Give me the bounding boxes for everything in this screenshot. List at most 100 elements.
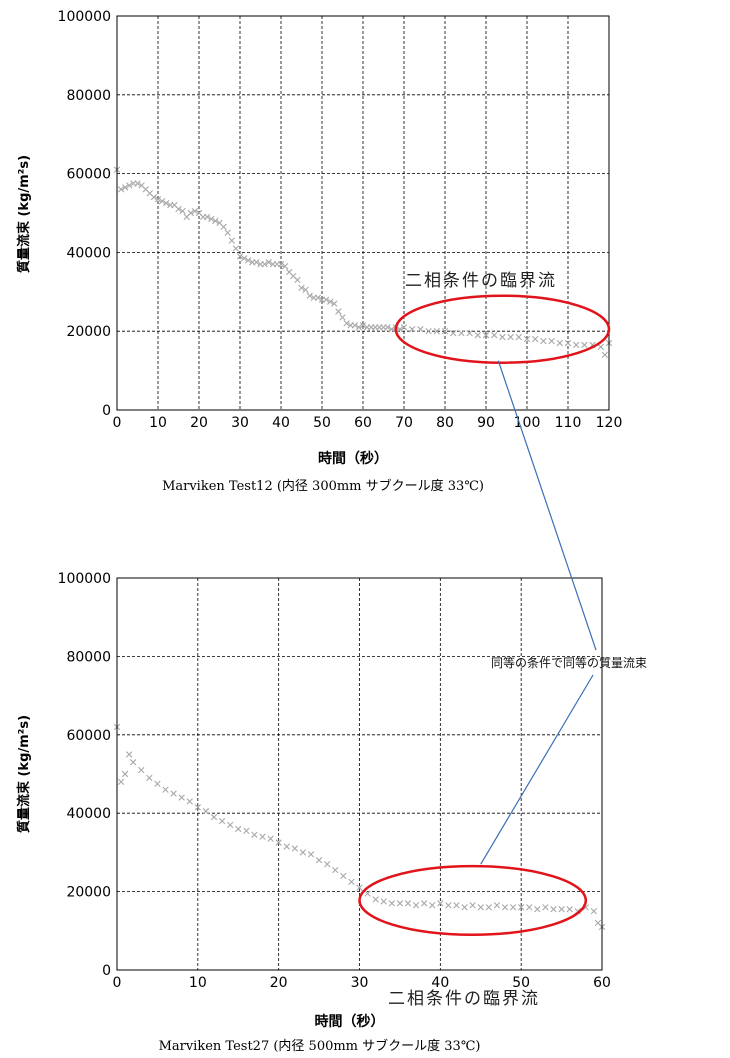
data-point: [125, 751, 133, 758]
y-tick-label: 0: [102, 963, 111, 979]
data-point: [307, 851, 315, 858]
data-point: [380, 898, 387, 905]
x-tick-label: 30: [351, 975, 369, 991]
x-tick-label: 110: [555, 415, 582, 431]
y-axis-label-test12: 質量流束 (kg/m²s): [16, 155, 32, 273]
data-point: [302, 286, 309, 294]
data-point: [469, 902, 476, 909]
highlight-ellipse-test12: [394, 294, 611, 364]
data-point: [517, 904, 525, 911]
annotation-label-test12: 二相条件の臨界流: [405, 271, 557, 291]
data-point: [359, 322, 367, 329]
data-point: [212, 217, 219, 225]
data-point: [240, 255, 248, 262]
caption-test27: Marviken Test27 (内径 500mm サブクール度 33℃): [159, 1038, 481, 1054]
data-point: [355, 324, 363, 331]
data-point: [178, 794, 185, 801]
data-point: [117, 778, 125, 786]
highlight-ellipse-test27: [358, 864, 588, 936]
data-point: [245, 257, 252, 264]
data-point: [224, 229, 231, 236]
annotation-label-test27: 二相条件の臨界流: [388, 989, 540, 1009]
caption-test12: Marviken Test12 (内径 300mm サブクール度 33℃): [162, 478, 484, 494]
x-tick-label: 20: [190, 415, 208, 431]
y-tick-label: 60000: [66, 728, 111, 744]
data-point: [356, 884, 363, 891]
x-tick-label: 40: [431, 975, 449, 991]
data-point: [283, 843, 290, 850]
chart-test12: 0 10 20 30 40 50 60 70 80 90 100 110 120 02000040000…: [16, 9, 622, 494]
data-point: [548, 337, 555, 345]
y-tick-label: 40000: [66, 806, 111, 822]
x-tick-label: 20: [270, 975, 288, 991]
connector-label: 同等の条件で同等の質量流束: [491, 655, 647, 670]
data-point: [534, 906, 541, 913]
data-point: [348, 878, 355, 885]
x-tick-label: 50: [512, 975, 530, 991]
data-point: [134, 180, 141, 187]
data-point: [566, 906, 573, 913]
points-test27: [113, 723, 606, 931]
x-tick-label: 60: [593, 975, 611, 991]
data-point: [523, 335, 531, 343]
data-point: [509, 904, 517, 911]
data-point: [138, 766, 145, 774]
data-point: [437, 900, 444, 907]
x-tick-label: 0: [113, 415, 122, 431]
data-point: [298, 284, 305, 292]
data-point: [126, 182, 133, 189]
data-point: [332, 866, 339, 874]
data-point: [253, 259, 260, 266]
data-point: [485, 904, 493, 911]
data-point: [550, 906, 557, 913]
x-tick-label: 0: [113, 975, 122, 991]
data-point: [343, 320, 350, 327]
x-ticks-test27: 0 10 20 30 40 50 60: [113, 975, 611, 991]
data-point: [461, 904, 468, 911]
data-point: [493, 902, 501, 909]
data-point: [228, 237, 235, 244]
plot-frame-test12: [116, 15, 610, 411]
data-point: [388, 326, 395, 333]
data-point: [291, 845, 299, 852]
data-point: [208, 215, 215, 223]
data-point: [154, 780, 161, 787]
x-tick-label: 10: [149, 415, 167, 431]
chart-test27: 0 10 20 30 40 50 60 0 20000 40000 60000 80000 10000…: [16, 571, 611, 1054]
data-point: [507, 333, 514, 341]
data-point: [339, 314, 346, 321]
y-tick-label: 80000: [66, 649, 111, 665]
data-point: [335, 308, 342, 315]
data-point: [388, 900, 396, 907]
data-point: [425, 328, 432, 335]
data-point: [277, 261, 285, 268]
data-point: [351, 322, 358, 329]
data-point: [417, 326, 424, 333]
data-point: [314, 294, 322, 301]
data-point: [501, 904, 509, 911]
data-point: [261, 261, 268, 268]
data-point: [420, 900, 428, 907]
data-point: [323, 860, 331, 868]
data-point: [235, 825, 242, 833]
data-point: [433, 328, 440, 335]
x-tick-label: 120: [596, 415, 623, 431]
data-point: [453, 902, 460, 909]
points-test12: [113, 166, 613, 359]
connector-line-upper: [497, 360, 597, 651]
data-point: [146, 774, 153, 782]
x-tick-label: 30: [231, 415, 249, 431]
data-point: [590, 908, 598, 915]
y-ticks-test27: 0 20000 40000 60000 80000 100000: [58, 571, 111, 979]
data-point: [121, 770, 129, 778]
data-point: [236, 253, 244, 260]
data-point: [175, 205, 182, 213]
data-point: [409, 326, 416, 333]
data-point: [429, 902, 436, 909]
data-point: [163, 199, 170, 207]
x-axis-label-test27: 時間（秒）: [315, 1013, 385, 1030]
data-point: [179, 207, 186, 215]
data-point: [154, 196, 162, 203]
data-point: [526, 904, 533, 911]
data-point: [450, 329, 457, 337]
